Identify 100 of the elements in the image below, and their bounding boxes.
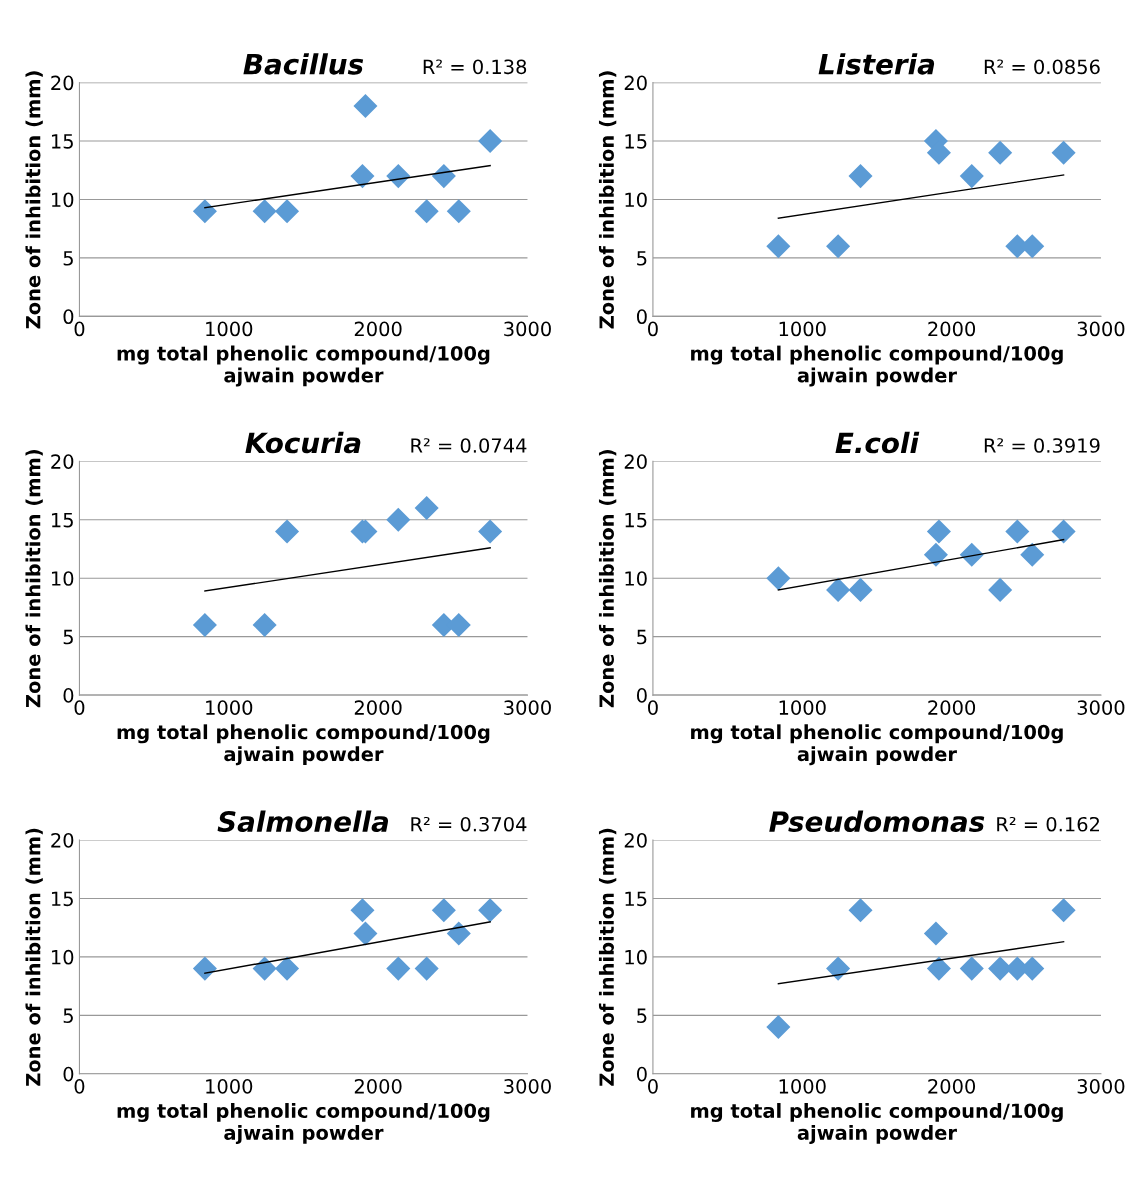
point [446, 199, 471, 224]
point [1005, 519, 1030, 544]
chart-title: E.coli [835, 431, 920, 454]
y-tick-label: 15 [51, 134, 73, 149]
chart-title: Listeria [818, 53, 935, 75]
chart-title: Kocuria [245, 431, 361, 454]
y-tick-label: 5 [63, 251, 73, 266]
x-tick-label: 0 [648, 1079, 658, 1094]
point [252, 956, 277, 981]
point [766, 1015, 791, 1040]
x-tick-label: 0 [74, 700, 85, 715]
y-tick-label: 20 [624, 454, 647, 469]
point [431, 898, 456, 923]
x-tick-label: 3000 [1077, 321, 1125, 337]
y-tick-label: 20 [51, 75, 74, 91]
y-tick-label: 15 [625, 891, 647, 907]
x-axis-title: mg total phenolic compound/100g ajwain powder [117, 345, 490, 387]
x-axis-title: mg total phenolic compound/100g ajwain powder [117, 724, 490, 766]
y-tick-label: 5 [63, 1008, 73, 1024]
x-tick-label: 2000 [354, 321, 402, 337]
point [431, 164, 456, 189]
point [988, 577, 1013, 602]
y-tick-label: 20 [51, 454, 74, 469]
x-axis-title: mg total phenolic compound/100g ajwain powder [691, 1103, 1063, 1144]
point [766, 566, 791, 591]
y-tick-label: 0 [636, 688, 647, 703]
point [1051, 898, 1076, 923]
y-tick-label: 0 [63, 688, 74, 703]
point [386, 507, 411, 532]
point [923, 921, 948, 946]
point [988, 140, 1013, 165]
x-tick-label: 3000 [1077, 1079, 1125, 1094]
y-tick-label: 10 [625, 192, 647, 208]
x-tick-label: 3000 [1077, 700, 1125, 715]
point [478, 129, 503, 154]
point [350, 164, 375, 189]
point [826, 234, 851, 259]
point [192, 199, 217, 224]
text: R² = 0.3704 [411, 816, 527, 832]
y-tick-label: 5 [637, 1008, 647, 1024]
x-tick-label: 1000 [206, 700, 253, 715]
x-tick-label: 0 [648, 700, 658, 715]
point [275, 519, 300, 544]
point [350, 898, 375, 923]
y-tick-label: 20 [624, 832, 647, 848]
point [926, 519, 951, 544]
y-tick-label: 20 [624, 75, 647, 91]
y-tick-label: 5 [637, 251, 647, 266]
x-tick-label: 2000 [928, 1079, 976, 1094]
chart-title: Salmonella [217, 810, 389, 833]
point [478, 519, 503, 544]
y-axis-title: Zone of inhibition (mm) [25, 71, 43, 329]
point [252, 199, 277, 224]
point [826, 956, 851, 981]
point [959, 164, 984, 189]
point [848, 577, 873, 602]
x-tick-label: 2000 [354, 1079, 402, 1094]
y-axis-title: Zone of inhibition (mm) [598, 450, 617, 708]
point [766, 234, 791, 259]
y-axis-title: Zone of inhibition (mm) [25, 828, 43, 1086]
y-tick-label: 15 [625, 512, 647, 528]
y-tick-label: 5 [63, 629, 73, 645]
point [848, 164, 873, 189]
x-tick-label: 3000 [504, 1079, 551, 1094]
point [414, 199, 439, 224]
y-tick-label: 10 [625, 949, 647, 965]
x-tick-label: 2000 [354, 700, 402, 715]
point [923, 542, 948, 567]
x-tick-label: 3000 [504, 700, 551, 715]
point [959, 956, 984, 981]
x-tick-label: 3000 [504, 321, 551, 337]
y-tick-label: 10 [51, 192, 74, 208]
point [826, 577, 851, 602]
point [192, 612, 217, 637]
text: R² = 0.138 [423, 59, 527, 75]
y-tick-label: 10 [51, 949, 74, 965]
point [192, 956, 217, 981]
point [414, 496, 439, 521]
y-tick-label: 0 [63, 1066, 74, 1082]
y-tick-label: 15 [625, 134, 647, 149]
point [1051, 140, 1076, 165]
point [959, 542, 984, 567]
x-tick-label: 1000 [206, 321, 253, 337]
y-tick-label: 10 [625, 571, 647, 586]
y-tick-label: 0 [636, 309, 647, 325]
y-tick-label: 0 [63, 309, 74, 325]
x-tick-label: 2000 [928, 700, 976, 715]
x-tick-label: 1000 [206, 1079, 253, 1094]
text: R² = 0.162 [997, 816, 1099, 832]
x-axis-title: mg total phenolic compound/100g ajwain powder [691, 724, 1063, 766]
point [848, 898, 873, 923]
text: R² = 0.0744 [411, 438, 527, 453]
x-tick-label: 1000 [779, 1079, 826, 1094]
x-tick-label: 0 [648, 321, 658, 337]
y-tick-label: 5 [637, 629, 647, 645]
text: R² = 0.3919 [984, 438, 1100, 453]
x-tick-label: 1000 [779, 321, 826, 337]
point [446, 921, 471, 946]
y-axis-title: Zone of inhibition (mm) [25, 450, 43, 708]
point [353, 93, 378, 119]
